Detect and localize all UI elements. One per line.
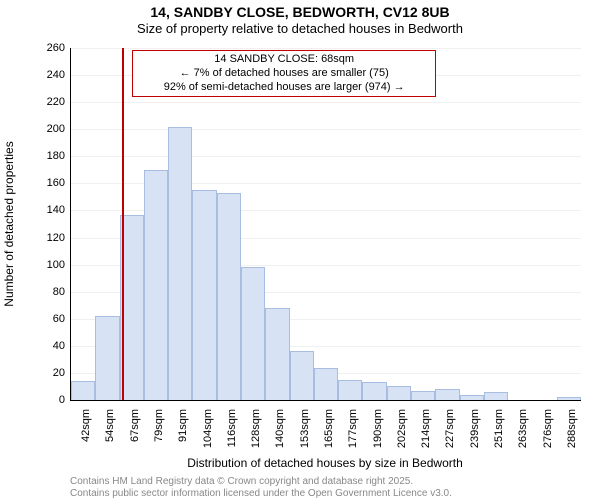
y-tick-label: 260 [47,42,71,54]
histogram-bar [387,386,411,400]
x-axis-label: Distribution of detached houses by size … [70,456,580,470]
x-tick-label: 276sqm [536,409,554,448]
x-tick-label: 190sqm [366,409,384,448]
histogram-bar [241,267,265,400]
y-axis-label: Number of detached properties [2,141,16,306]
x-tick-label: 128sqm [244,409,262,448]
footer-line-2: Contains public sector information licen… [70,488,452,500]
histogram-bar [435,389,459,400]
annotation-line: 14 SANDBY CLOSE: 68sqm [139,53,429,67]
x-tick-label: 263sqm [511,409,529,448]
histogram-bar [144,170,168,400]
histogram-bar [95,316,119,400]
histogram-bar [192,190,216,400]
histogram-bar [338,380,362,400]
y-tick-label: 160 [47,177,71,189]
x-tick-label: 54sqm [98,409,116,442]
histogram-bar [168,127,192,400]
x-tick-label: 214sqm [414,409,432,448]
histogram-bar [265,308,289,400]
histogram-bar [217,193,241,400]
y-tick-label: 240 [47,69,71,81]
x-tick-label: 79sqm [147,409,165,442]
annotation-line: 92% of semi-detached houses are larger (… [139,81,429,95]
x-tick-label: 116sqm [220,409,238,447]
x-tick-label: 91sqm [171,409,189,442]
y-tick-label: 60 [53,313,71,325]
y-tick-label: 80 [53,286,71,298]
y-tick-label: 220 [47,96,71,108]
y-tick-label: 180 [47,150,71,162]
x-tick-label: 165sqm [317,409,335,448]
y-tick-label: 100 [47,259,71,271]
x-tick-label: 42sqm [74,409,92,442]
gridline [71,156,581,157]
gridline [71,48,581,49]
y-tick-label: 20 [53,367,71,379]
y-tick-label: 140 [47,204,71,216]
x-tick-label: 153sqm [293,409,311,448]
x-tick-label: 239sqm [463,409,481,448]
x-tick-label: 288sqm [560,409,578,448]
histogram-bar [362,382,386,400]
histogram-bar [460,395,484,400]
histogram-bar [411,391,435,400]
y-tick-label: 200 [47,123,71,135]
histogram-bar [314,368,338,400]
footer-line-1: Contains HM Land Registry data © Crown c… [70,476,452,488]
y-tick-label: 120 [47,232,71,244]
page-subtitle: Size of property relative to detached ho… [0,21,600,37]
x-tick-label: 227sqm [438,409,456,448]
page-title: 14, SANDBY CLOSE, BEDWORTH, CV12 8UB [0,4,600,21]
annotation-line: ← 7% of detached houses are smaller (75) [139,67,429,81]
annotation-box: 14 SANDBY CLOSE: 68sqm← 7% of detached h… [132,50,436,97]
chart-plot-area: 02040608010012014016018020022024026042sq… [70,48,581,401]
histogram-bar [557,397,581,400]
gridline [71,129,581,130]
x-tick-label: 104sqm [196,409,214,448]
x-tick-label: 140sqm [268,409,286,448]
x-tick-label: 67sqm [123,409,141,442]
x-tick-label: 251sqm [487,409,505,448]
y-tick-label: 40 [53,340,71,352]
x-tick-label: 202sqm [390,409,408,448]
histogram-bar [71,381,95,400]
chart-footer: Contains HM Land Registry data © Crown c… [70,476,452,500]
gridline [71,102,581,103]
x-tick-label: 177sqm [341,409,359,448]
marker-line [122,48,124,400]
y-tick-label: 0 [59,394,71,406]
histogram-bar [484,392,508,400]
histogram-bar [290,351,314,400]
